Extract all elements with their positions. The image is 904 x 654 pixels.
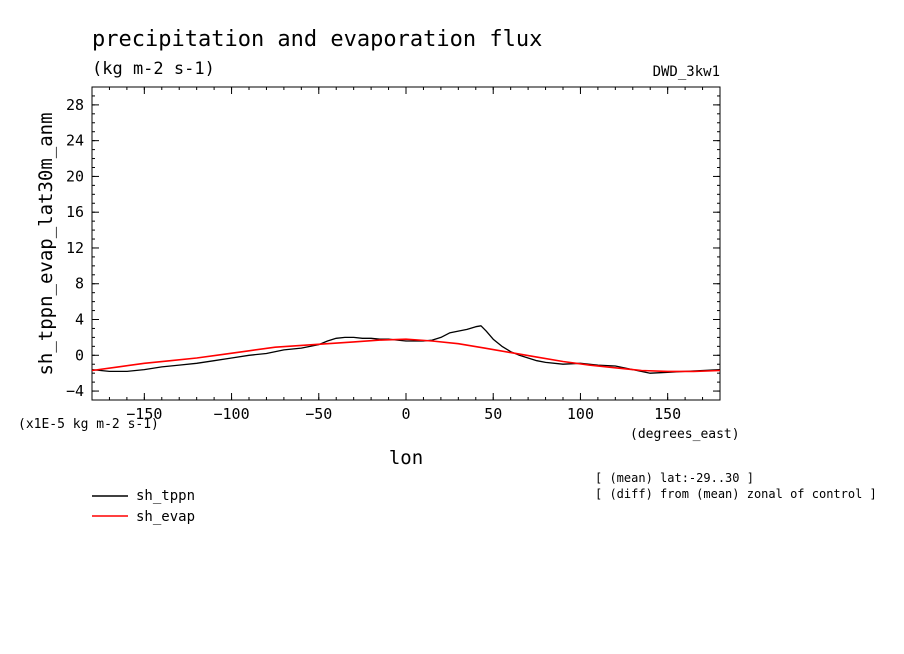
averaging-note: [ (mean) lat:-29..30 ] (595, 471, 754, 485)
series-line-sh-tppn (91, 325, 721, 374)
x-tick-label: 100 (567, 405, 594, 423)
plot-area: −150 −100 −50 0 50 100 150 −4 0 4 8 12 16 20 24 28 (66, 86, 721, 423)
x-tick-label: 150 (654, 405, 681, 423)
x-tick-label: 50 (484, 405, 502, 423)
chart-units: (kg m-2 s-1) (92, 59, 215, 79)
legend-label-sh-tppn: sh_tppn (136, 488, 195, 504)
y-tick-label: 20 (66, 167, 84, 185)
y-tick-label: 12 (66, 239, 84, 257)
x-axis-unit: (degrees_east) (630, 427, 740, 442)
x-tick-label: −50 (305, 405, 332, 423)
y-tick-label: 28 (66, 96, 84, 114)
x-tick-label: 0 (401, 405, 410, 423)
y-tick-label: 24 (66, 132, 84, 150)
legend: sh_tppn sh_evap (92, 488, 195, 525)
y-axis-label: sh_tppn_evap_lat30m_anm (35, 112, 57, 375)
y-tick-label: −4 (66, 382, 84, 400)
y-tick-label: 0 (75, 346, 84, 364)
chart-title: precipitation and evaporation flux (92, 27, 542, 52)
x-axis-label: lon (389, 447, 423, 469)
scale-note: (x1E-5 kg m-2 s-1) (18, 417, 159, 432)
plot-frame (91, 86, 721, 401)
legend-label-sh-evap: sh_evap (136, 509, 195, 525)
x-tick-label: −150 (126, 405, 162, 423)
model-label: DWD_3kw1 (653, 64, 720, 80)
x-tick-label: −100 (213, 405, 249, 423)
difference-note: [ (diff) from (mean) zonal of control ] (595, 487, 877, 501)
y-tick-label: 8 (75, 275, 84, 293)
y-tick-label: 16 (66, 203, 84, 221)
y-tick-label: 4 (75, 311, 84, 329)
series-line-sh-evap (91, 338, 721, 373)
